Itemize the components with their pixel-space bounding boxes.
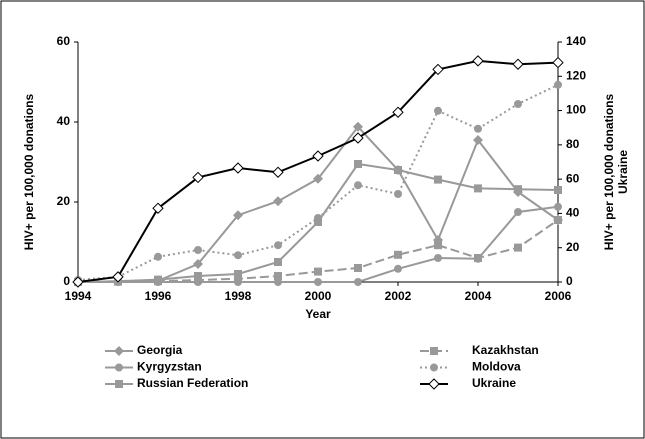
marker xyxy=(554,202,562,211)
x-tick-label: 2002 xyxy=(385,289,412,303)
marker xyxy=(234,270,242,278)
y-tick-label: 0 xyxy=(63,274,70,288)
x-tick-label: 1996 xyxy=(145,289,172,303)
marker xyxy=(474,124,482,133)
marker xyxy=(115,380,123,388)
marker xyxy=(394,166,402,174)
marker xyxy=(194,272,202,280)
y-axis-label: HIV+ per 100,000 donations xyxy=(22,93,36,250)
marker xyxy=(554,216,562,224)
marker xyxy=(115,363,123,372)
marker xyxy=(474,184,482,193)
marker xyxy=(472,55,484,67)
marker xyxy=(72,276,84,288)
marker xyxy=(554,186,562,194)
marker xyxy=(432,63,444,76)
marker xyxy=(193,259,203,269)
marker xyxy=(274,272,282,280)
marker xyxy=(314,218,322,226)
marker xyxy=(514,208,522,216)
marker xyxy=(312,150,324,162)
marker xyxy=(192,171,204,184)
marker xyxy=(154,252,162,261)
marker xyxy=(514,185,522,194)
marker xyxy=(434,241,442,250)
y2-tick-label: 60 xyxy=(566,171,580,185)
x-tick-label: 1998 xyxy=(225,289,252,303)
marker xyxy=(234,278,242,286)
y2-axis-label: HIV+ per 100,000 donations xyxy=(602,93,616,250)
marker xyxy=(314,278,322,286)
y2-tick-label: 100 xyxy=(566,103,586,117)
marker xyxy=(112,271,124,283)
marker xyxy=(272,166,284,178)
marker xyxy=(114,346,124,356)
legend-label: Georgia xyxy=(137,343,183,357)
y2-tick-label: 120 xyxy=(566,68,586,82)
x-tick-label: 2004 xyxy=(465,289,492,303)
marker xyxy=(514,243,522,252)
marker xyxy=(352,132,364,144)
marker xyxy=(154,275,162,284)
y-tick-label: 40 xyxy=(57,114,71,128)
y2-tick-label: 40 xyxy=(566,206,580,220)
marker xyxy=(394,190,402,198)
legend-label: Kazakhstan xyxy=(472,343,539,357)
marker xyxy=(554,80,562,89)
y2-axis-label: Ukraine xyxy=(616,150,630,194)
y-tick-label: 60 xyxy=(57,34,71,48)
marker xyxy=(430,363,438,372)
x-axis-label: Year xyxy=(305,307,331,321)
marker xyxy=(428,378,440,390)
y2-tick-label: 20 xyxy=(566,240,580,254)
marker xyxy=(434,106,442,115)
legend-label: Russian Federation xyxy=(137,376,248,390)
marker xyxy=(473,135,483,145)
marker xyxy=(392,106,404,118)
marker xyxy=(194,246,202,254)
marker xyxy=(354,278,362,286)
marker xyxy=(430,347,438,355)
x-tick-label: 2000 xyxy=(305,289,332,303)
marker xyxy=(232,162,244,174)
marker xyxy=(274,258,282,266)
legend-label: Kyrgyzstan xyxy=(137,360,202,374)
legend-label: Moldova xyxy=(472,360,521,374)
marker xyxy=(233,210,243,221)
marker xyxy=(273,196,283,207)
y2-tick-label: 80 xyxy=(566,137,580,151)
y2-tick-label: 0 xyxy=(566,274,573,288)
marker xyxy=(434,254,442,262)
marker xyxy=(354,264,362,272)
legend-label: Ukraine xyxy=(472,376,516,390)
marker xyxy=(512,58,524,70)
marker xyxy=(152,202,164,214)
marker xyxy=(354,160,362,168)
marker xyxy=(314,267,322,276)
marker xyxy=(474,254,482,263)
y-tick-label: 20 xyxy=(57,194,71,208)
x-tick-label: 1994 xyxy=(65,289,92,303)
marker xyxy=(353,121,363,132)
marker xyxy=(313,173,323,184)
marker xyxy=(514,100,522,108)
marker xyxy=(394,250,402,259)
marker xyxy=(354,181,362,190)
marker xyxy=(434,175,442,184)
y2-tick-label: 140 xyxy=(566,34,586,48)
marker xyxy=(234,251,242,260)
x-tick-label: 2006 xyxy=(545,289,572,303)
marker xyxy=(552,56,564,69)
marker xyxy=(394,264,402,273)
marker xyxy=(274,241,282,250)
marker xyxy=(274,278,282,286)
